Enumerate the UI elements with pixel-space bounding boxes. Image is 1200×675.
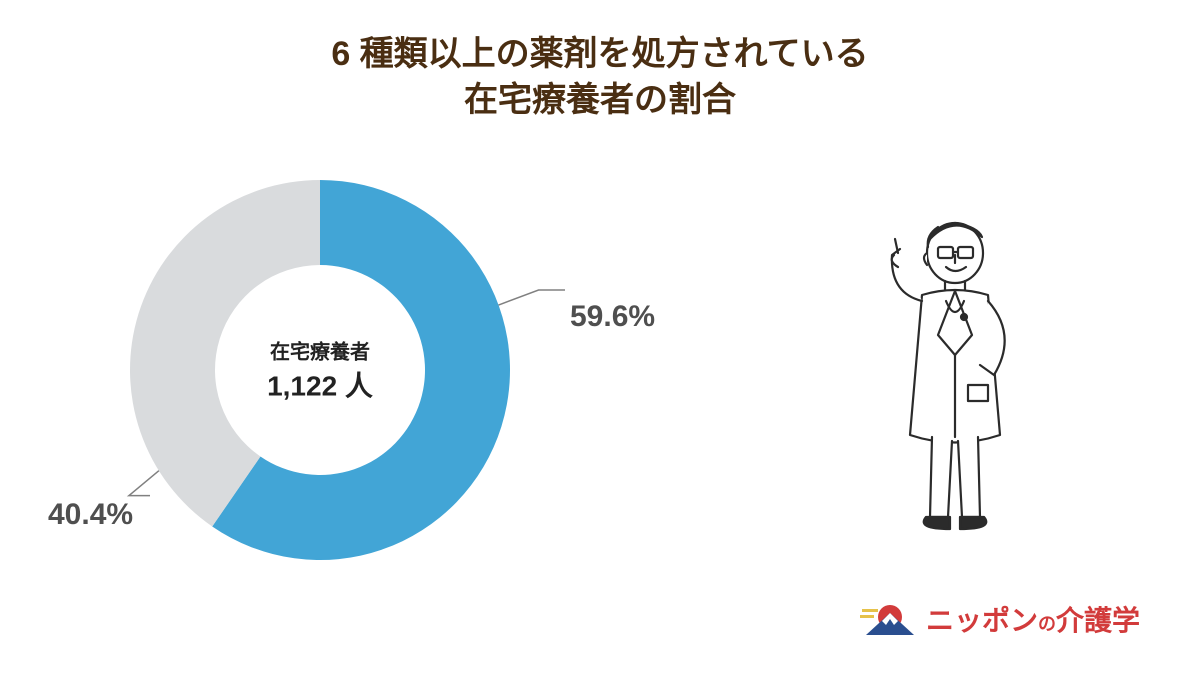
page-title: 6 種類以上の薬剤を処方されている 在宅療養者の割合: [0, 0, 1200, 124]
doctor-icon: [860, 205, 1040, 535]
pct-label-secondary: 40.4%: [48, 498, 133, 532]
logo-text-3: 介護学: [1056, 605, 1140, 636]
logo-text: ニッポンの介護学: [926, 599, 1140, 639]
logo-text-1: ニッポン: [926, 605, 1038, 636]
logo-icon: [860, 599, 916, 639]
title-line-2: 在宅療養者の割合: [464, 81, 736, 119]
donut-center-label: 在宅療養者 1,122 人: [267, 336, 373, 405]
logo-text-2: の: [1038, 614, 1056, 634]
title-line-1: 6 種類以上の薬剤を処方されている: [331, 35, 868, 73]
pct-label-primary: 59.6%: [570, 300, 655, 334]
site-logo: ニッポンの介護学: [860, 599, 1140, 639]
center-label-bottom: 1,122 人: [267, 365, 373, 405]
doctor-illustration: [860, 205, 1040, 540]
center-label-top: 在宅療養者: [267, 336, 373, 365]
donut-chart: 在宅療養者 1,122 人: [120, 170, 520, 570]
